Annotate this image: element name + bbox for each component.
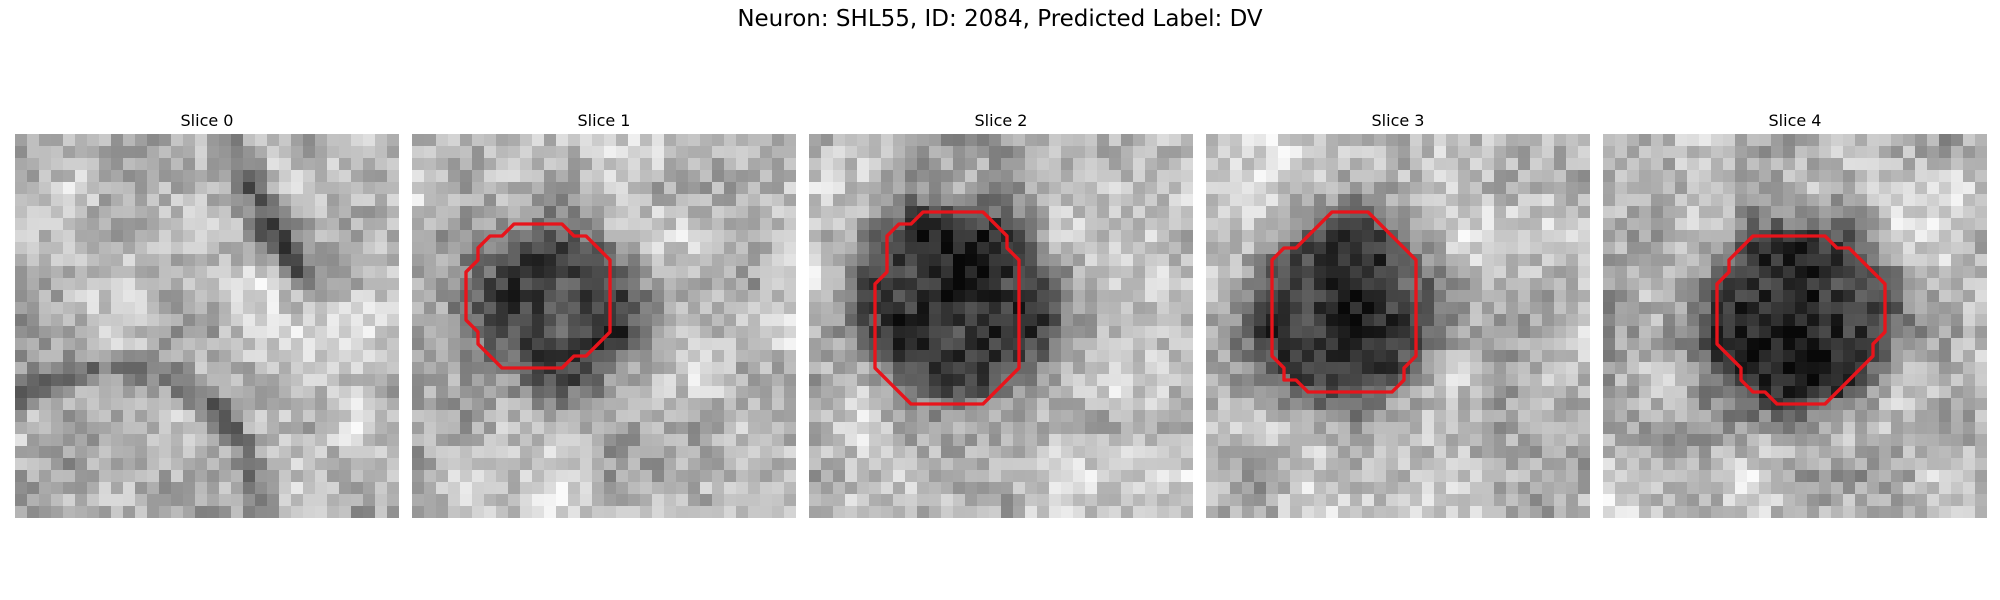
- slice-image-3: [1206, 134, 1590, 518]
- slice-panel-0: Slice 0: [15, 108, 399, 518]
- segmentation-contour: [464, 222, 612, 370]
- slice-image-0: [15, 134, 399, 518]
- slice-title-0: Slice 0: [180, 111, 234, 130]
- slice-title-4: Slice 4: [1768, 111, 1822, 130]
- slice-image-2: [809, 134, 1193, 518]
- segmentation-contour: [873, 210, 1021, 406]
- figure-title: Neuron: SHL55, ID: 2084, Predicted Label…: [737, 6, 1263, 32]
- segmentation-contour: [1270, 210, 1418, 394]
- slice-image-1: [412, 134, 796, 518]
- slice-title-3: Slice 3: [1371, 111, 1425, 130]
- slice-title-2: Slice 2: [974, 111, 1028, 130]
- slice-panel-4: Slice 4: [1603, 108, 1987, 518]
- slice-panel-2: Slice 2: [809, 108, 1193, 518]
- slice-image-4: [1603, 134, 1987, 518]
- segmentation-contour: [1715, 234, 1887, 406]
- slice-panel-3: Slice 3: [1206, 108, 1590, 518]
- slice-title-1: Slice 1: [577, 111, 631, 130]
- slice-panel-1: Slice 1: [412, 108, 796, 518]
